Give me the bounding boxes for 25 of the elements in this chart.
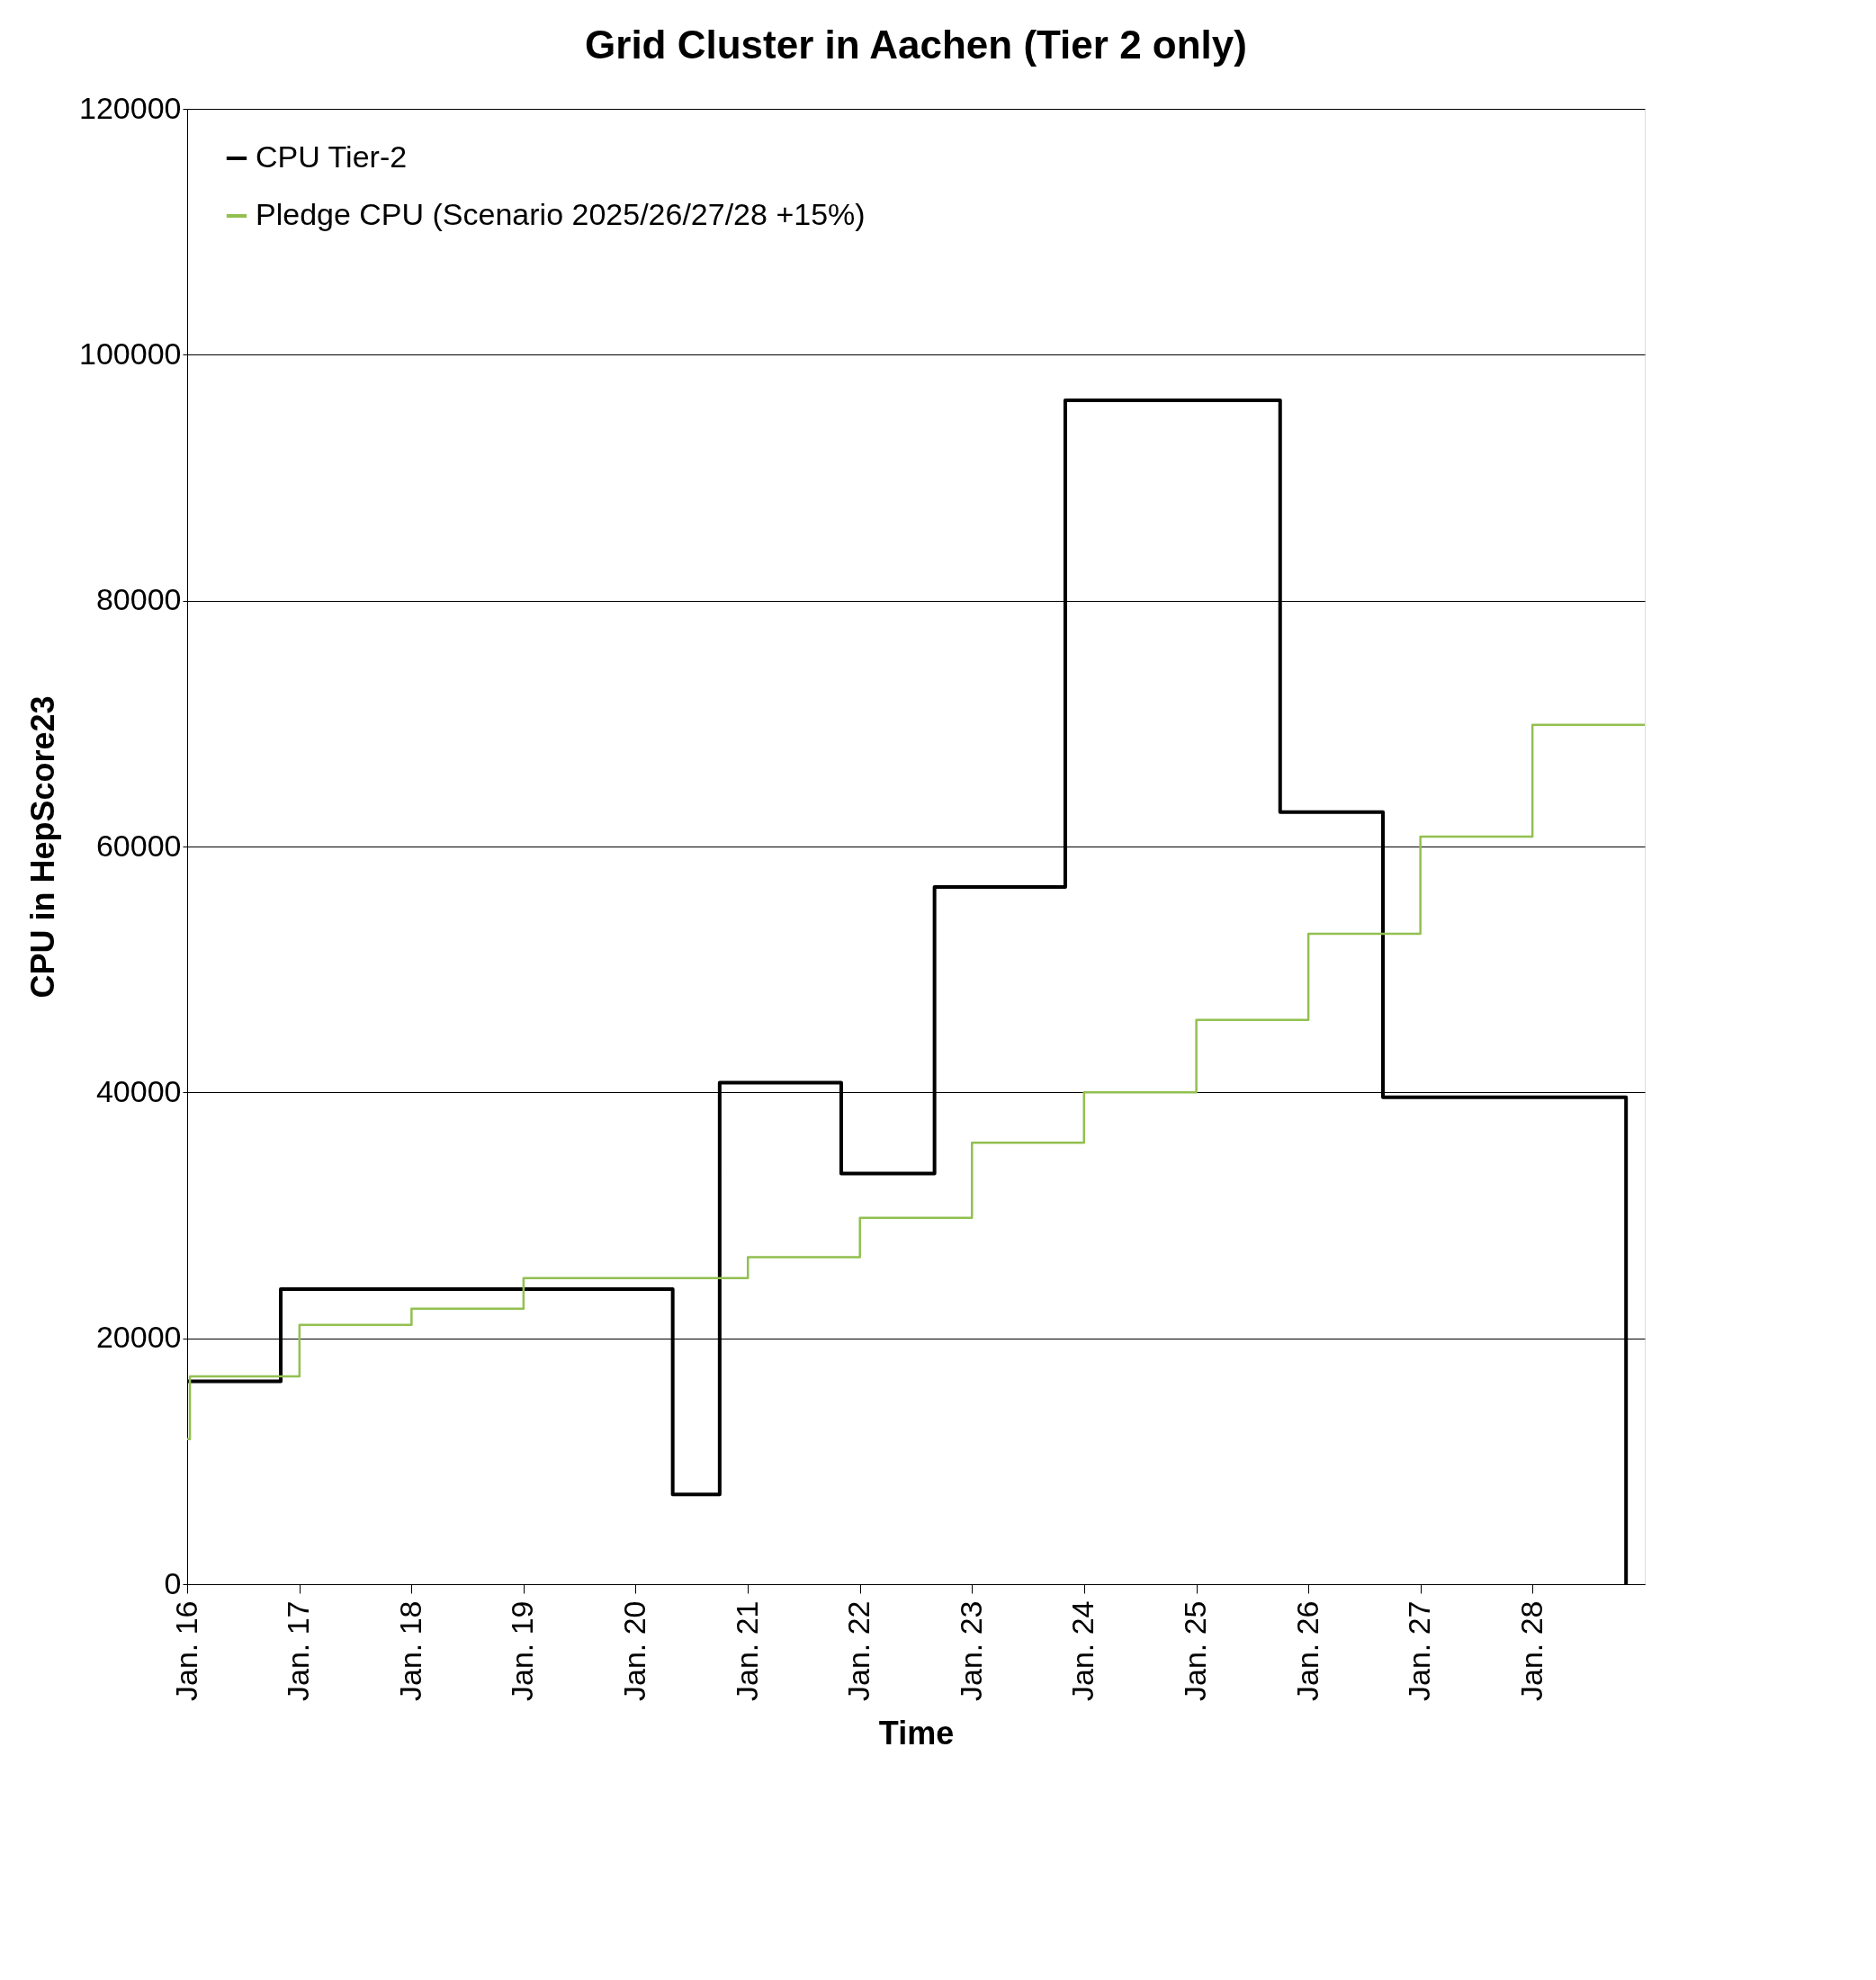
x-tick-label: Jan. 17 [281, 1600, 316, 1702]
x-tick-label: Jan. 16 [168, 1600, 203, 1702]
legend-label: Pledge CPU (Scenario 2025/26/27/28 +15%) [256, 197, 866, 231]
legend-label: CPU Tier-2 [256, 139, 408, 174]
x-tick-label: Jan. 22 [841, 1600, 876, 1702]
y-tick-label: 60000 [95, 828, 182, 863]
x-tick-label: Jan. 27 [1402, 1600, 1437, 1702]
x-tick-label: Jan. 26 [1289, 1600, 1324, 1702]
y-tick-label: 0 [164, 1565, 182, 1600]
y-tick-label: 80000 [95, 582, 182, 617]
x-tick-label: Jan. 20 [616, 1600, 651, 1702]
x-tick-label: Jan. 24 [1065, 1600, 1100, 1702]
y-tick-label: 40000 [95, 1073, 182, 1108]
chart-title: Grid Cluster in Aachen (Tier 2 only) [585, 22, 1247, 67]
x-tick-label: Jan. 18 [392, 1600, 427, 1702]
y-tick-label: 20000 [95, 1320, 182, 1355]
x-tick-label: Jan. 28 [1513, 1600, 1548, 1702]
x-tick-label: Jan. 25 [1178, 1600, 1213, 1702]
x-axis-title: Time [878, 1715, 955, 1752]
x-tick-label: Jan. 19 [505, 1600, 540, 1702]
x-tick-label: Jan. 21 [729, 1600, 764, 1702]
y-tick-label: 120000 [79, 90, 182, 125]
x-tick-label: Jan. 23 [953, 1600, 988, 1702]
y-axis-title: CPU in HepScore23 [24, 695, 62, 999]
y-tick-label: 100000 [79, 336, 182, 371]
